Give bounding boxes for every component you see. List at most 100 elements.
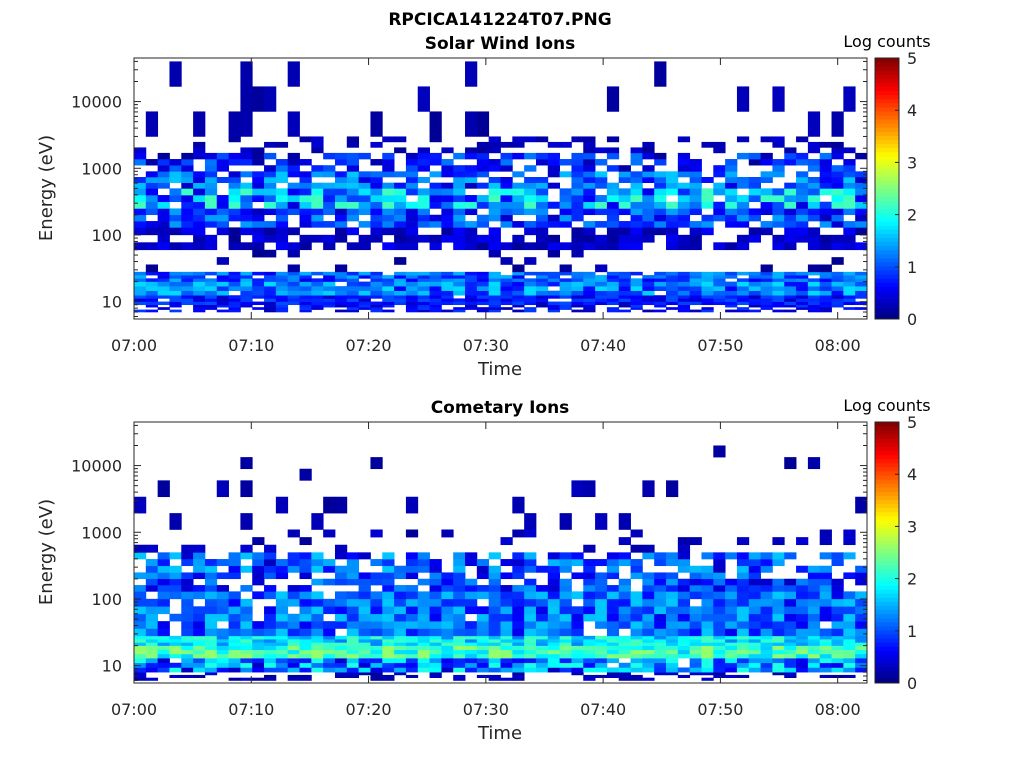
heatmap-cell <box>453 275 466 279</box>
colorbar-frame <box>874 57 900 320</box>
heatmap-cell <box>204 672 218 676</box>
heatmap-cell <box>358 667 371 673</box>
heatmap-cell <box>547 271 561 276</box>
heatmap-cell <box>630 301 643 306</box>
heatmap-cell <box>559 559 572 567</box>
heatmap-cell <box>583 662 596 668</box>
heatmap-cell <box>216 286 229 291</box>
heatmap-cell <box>784 208 797 216</box>
heatmap-cell <box>713 214 726 222</box>
heatmap-cell <box>819 645 832 651</box>
heatmap-cell <box>855 606 868 615</box>
colorbar-tick-label: 5 <box>907 49 917 68</box>
heatmap-cell <box>772 639 785 643</box>
heatmap-cell <box>535 642 549 646</box>
heatmap-cell <box>559 281 572 287</box>
heatmap-cell <box>784 278 797 282</box>
heatmap-cell <box>642 290 655 296</box>
heatmap-cell <box>417 86 430 112</box>
heatmap-cell <box>334 195 348 203</box>
heatmap-cell <box>228 111 241 137</box>
heatmap-cell <box>429 159 442 166</box>
heatmap-cell <box>630 271 643 276</box>
heatmap-cell <box>405 667 419 673</box>
heatmap-cell <box>193 585 206 592</box>
colorbar-segment <box>875 86 899 92</box>
heatmap-cell <box>595 559 608 567</box>
heatmap-cell <box>772 621 785 629</box>
heatmap-cell <box>453 188 466 196</box>
heatmap-cell <box>748 227 761 236</box>
heatmap-cell <box>571 672 584 676</box>
heatmap-cell <box>311 221 324 228</box>
heatmap-cell <box>654 649 667 655</box>
heatmap-cell <box>417 298 430 302</box>
heatmap-cell <box>831 585 844 592</box>
heatmap-cell <box>571 304 584 308</box>
heatmap-cell <box>760 301 773 306</box>
heatmap-cell <box>157 559 170 567</box>
heatmap-cell <box>630 613 643 622</box>
heatmap-cell <box>216 645 229 651</box>
heatmap-cell <box>772 214 785 222</box>
colorbar-segment <box>875 192 899 198</box>
heatmap-cell <box>796 295 809 299</box>
heatmap-cell <box>701 227 714 236</box>
heatmap-cell <box>264 221 277 228</box>
heatmap-cell <box>145 177 159 183</box>
heatmap-cell <box>701 613 714 622</box>
heatmap-cell <box>547 645 561 651</box>
heatmap-cell <box>713 598 726 607</box>
colorbar-segment <box>875 172 899 177</box>
heatmap-cell <box>134 649 147 655</box>
heatmap-cell <box>358 152 371 160</box>
heatmap-cell <box>134 227 147 236</box>
heatmap-cell <box>453 309 466 313</box>
y-tick-label: 10000 <box>71 93 122 112</box>
heatmap-cell <box>453 281 466 287</box>
heatmap-cell <box>547 275 561 279</box>
heatmap-cell <box>784 667 797 673</box>
heatmap-cell <box>772 290 785 296</box>
heatmap-cell <box>216 221 229 228</box>
heatmap-cell <box>228 298 241 302</box>
heatmap-cells <box>134 445 868 681</box>
heatmap-cell <box>571 298 584 302</box>
heatmap-cell <box>748 295 761 299</box>
heatmap-cell <box>831 591 844 600</box>
heatmap-cell <box>807 188 821 196</box>
heatmap-cell <box>701 177 714 183</box>
heatmap-cell <box>228 591 241 600</box>
heatmap-cell <box>784 221 797 228</box>
heatmap-cell <box>429 271 442 276</box>
heatmap-cell <box>417 635 430 640</box>
heatmap-cell <box>441 159 454 166</box>
heatmap-cell <box>240 61 253 87</box>
heatmap-cell <box>334 298 348 302</box>
heatmap-cell <box>228 152 241 160</box>
heatmap-cell <box>488 628 501 637</box>
heatmap-cell <box>323 188 336 196</box>
colorbar-segment <box>875 298 899 304</box>
heatmap-cell <box>500 290 513 296</box>
heatmap-cell <box>831 208 844 216</box>
heatmap-cell <box>725 653 738 659</box>
heatmap-cell <box>559 242 572 251</box>
heatmap-cell <box>701 645 714 651</box>
heatmap-cell <box>524 585 537 592</box>
heatmap-cell <box>796 177 809 183</box>
heatmap-cell <box>796 662 809 668</box>
heatmap-cell <box>571 295 584 299</box>
heatmap-cell <box>559 645 572 651</box>
heatmap-cell <box>287 565 300 573</box>
heatmap-cell <box>843 195 856 203</box>
heatmap-cell <box>358 242 371 251</box>
heatmap-cell <box>713 445 726 458</box>
heatmap-cell <box>760 635 773 640</box>
heatmap-cell <box>819 188 832 196</box>
heatmap-cell <box>524 606 537 615</box>
heatmap-cell <box>417 147 430 154</box>
heatmap-cell <box>417 565 430 573</box>
heatmap-cell <box>311 591 324 600</box>
heatmap-cell <box>346 613 360 622</box>
